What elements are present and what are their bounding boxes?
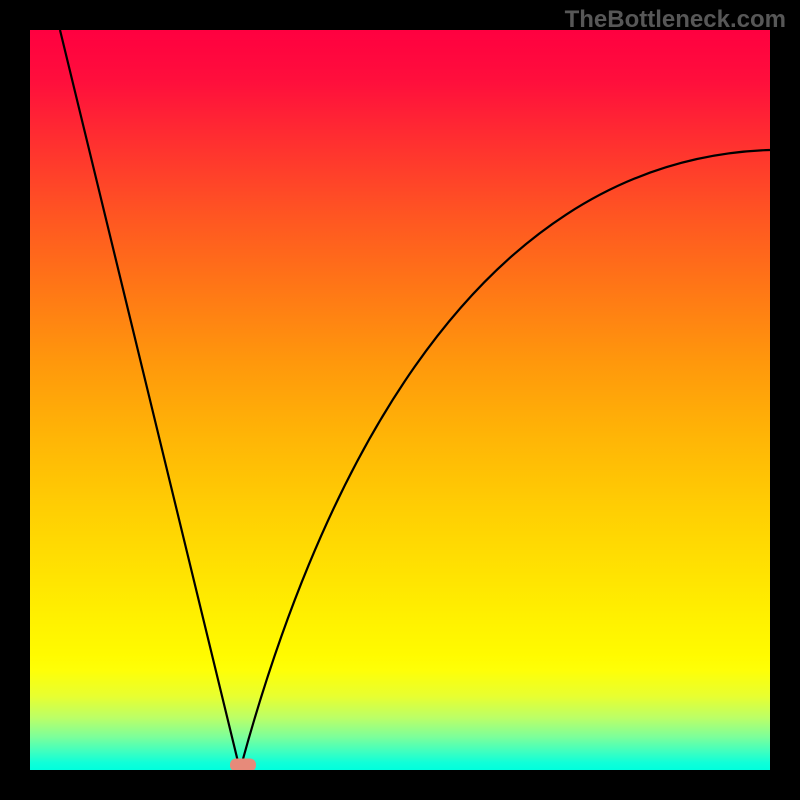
minimum-marker: [230, 759, 256, 771]
curve-layer: [30, 30, 770, 770]
bottleneck-curve: [60, 30, 770, 770]
chart-frame: TheBottleneck.com: [0, 0, 800, 800]
plot-area: [30, 30, 770, 770]
